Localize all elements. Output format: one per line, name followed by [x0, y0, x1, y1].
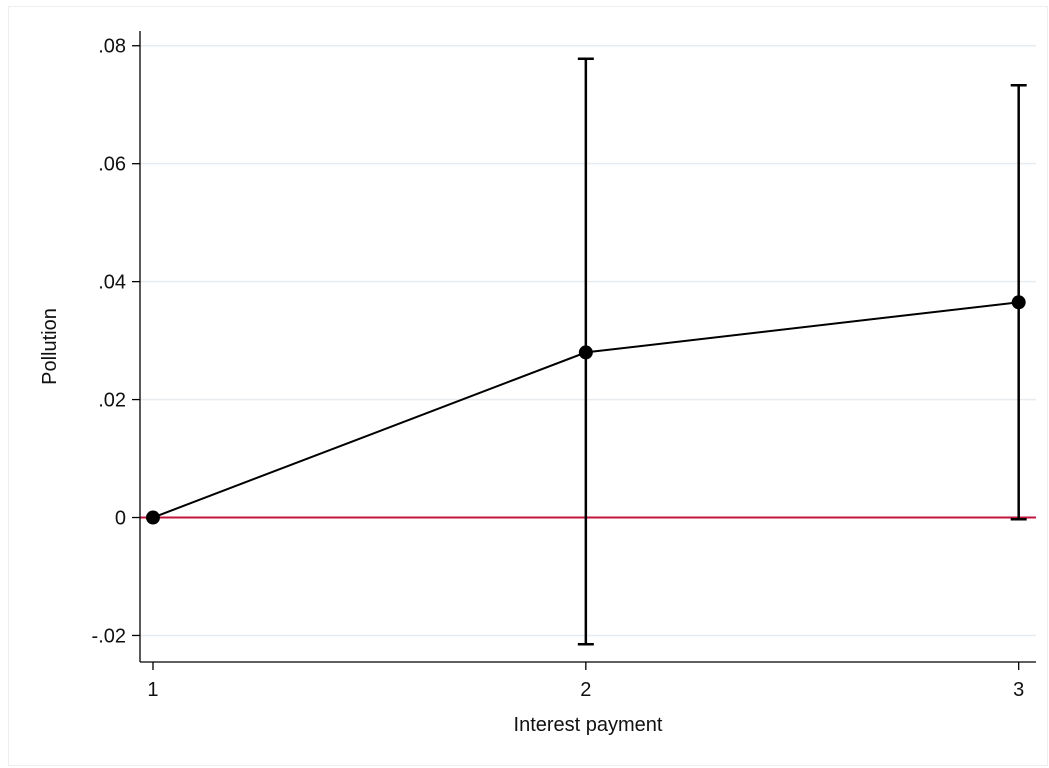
- x-tick-label: 3: [1013, 679, 1024, 701]
- data-point: [579, 345, 593, 359]
- data-point: [1012, 295, 1026, 309]
- y-tick-label: .02: [98, 390, 126, 412]
- y-tick-label: .08: [98, 36, 126, 58]
- x-tick-label: 1: [147, 679, 158, 701]
- data-point: [146, 511, 160, 525]
- y-tick-label: -.02: [92, 625, 126, 647]
- y-tick-label: 0: [115, 508, 126, 530]
- y-tick-label: .06: [98, 154, 126, 176]
- x-ticks: 1 2 3: [147, 662, 1024, 701]
- x-axis-title: Interest payment: [514, 714, 663, 736]
- y-axis-title: Pollution: [39, 308, 61, 385]
- x-tick-label: 2: [580, 679, 591, 701]
- y-tick-label: .04: [98, 272, 126, 294]
- grid-lines: [140, 46, 1036, 636]
- series: [146, 59, 1027, 645]
- y-ticks: -.02 0 .02 .04 .06 .08: [92, 36, 140, 648]
